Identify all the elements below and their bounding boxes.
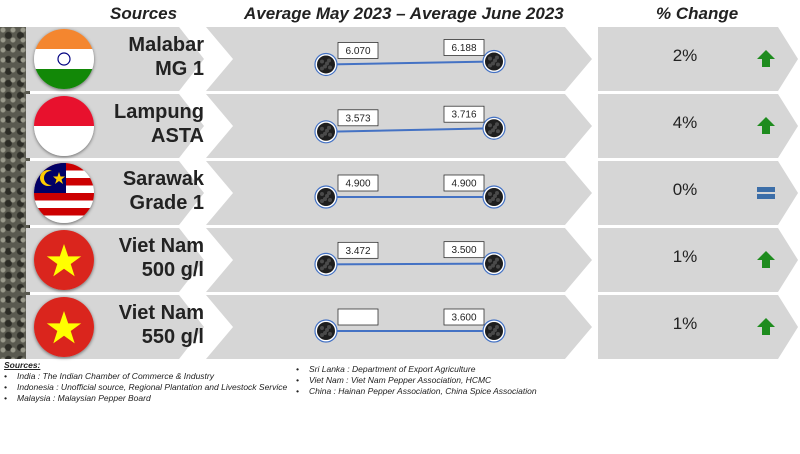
percent-change: 0% xyxy=(672,180,698,199)
arrow-up-icon xyxy=(756,116,776,136)
data-label: 3.600 xyxy=(443,308,485,326)
arrow-up-icon xyxy=(756,250,776,270)
price-row: Viet Nam 550 g/l 3.600 1% xyxy=(0,295,800,359)
series-line xyxy=(325,60,495,66)
percent-change: 1% xyxy=(672,314,698,333)
arrow-up-icon xyxy=(756,49,776,69)
price-row: Lampung ASTA 3.573 3.716 4% xyxy=(0,94,800,158)
period-header: Average May 2023 – Average June 2023 xyxy=(244,4,564,23)
svg-text:4.900: 4.900 xyxy=(345,179,370,190)
arrow-up-icon xyxy=(756,317,776,337)
vietnam-flag-icon xyxy=(34,230,94,290)
data-label: 6.070 xyxy=(337,42,379,59)
india-flag-icon xyxy=(34,29,94,89)
sources-title: Sources: xyxy=(4,360,41,370)
data-point xyxy=(314,185,338,209)
data-label: 6.188 xyxy=(443,39,485,56)
source-item: Indonesia : Unofficial source, Regional … xyxy=(4,382,287,393)
mid-panel xyxy=(206,94,592,158)
sources-list-right: Sri Lanka : Department of Export Agricul… xyxy=(296,364,537,397)
origin-label-line: Viet Nam xyxy=(118,302,204,324)
svg-text:6.188: 6.188 xyxy=(451,43,476,54)
origin-label-line: Grade 1 xyxy=(129,192,204,214)
data-label: 4.900 xyxy=(443,174,485,192)
data-label: 3.472 xyxy=(337,241,379,259)
origin-label-line: ASTA xyxy=(151,125,204,147)
mid-panel xyxy=(206,161,592,225)
price-line-chart: 3.472 3.500 xyxy=(314,241,506,276)
origin-label: Lampung ASTA xyxy=(100,100,204,148)
mid-panel xyxy=(206,295,592,359)
origin-label: Sarawak Grade 1 xyxy=(100,167,204,215)
data-point xyxy=(314,252,338,276)
origin-label: Viet Nam 550 g/l xyxy=(100,301,204,349)
data-label: 3.716 xyxy=(443,105,485,123)
origin-label-line: 500 g/l xyxy=(141,259,204,281)
source-item: Sri Lanka : Department of Export Agricul… xyxy=(296,364,537,375)
price-row: Viet Nam 500 g/l 3.472 3.500 1% xyxy=(0,228,800,292)
vietnam-flag-icon xyxy=(34,297,94,357)
price-line-chart: 4.900 4.900 xyxy=(314,174,506,209)
origin-label-line: Lampung xyxy=(114,101,204,123)
origin-label-line: MG 1 xyxy=(155,58,204,80)
svg-text:6.070: 6.070 xyxy=(345,46,370,57)
price-row: Malabar MG 1 6.070 6.188 2% xyxy=(0,27,800,91)
source-item: Viet Nam : Viet Nam Pepper Association, … xyxy=(296,375,537,386)
peppercorn-background-image xyxy=(0,27,30,359)
sources-footnote: Sources: India : The Indian Chamber of C… xyxy=(4,360,796,403)
svg-text:3.472: 3.472 xyxy=(345,246,370,257)
series-line xyxy=(325,127,495,133)
data-point xyxy=(482,49,506,74)
data-point xyxy=(314,120,338,144)
data-point xyxy=(482,319,506,343)
percent-change: 4% xyxy=(672,113,698,132)
price-line-chart: 6.070 6.188 xyxy=(314,39,506,77)
data-label: 3.500 xyxy=(443,241,485,259)
malaysia-flag-icon xyxy=(34,163,94,223)
source-item: Malaysia : Malaysian Pepper Board xyxy=(4,393,287,404)
svg-text:3.716: 3.716 xyxy=(451,110,476,121)
data-point xyxy=(314,52,338,77)
sources-header: Sources xyxy=(110,4,178,23)
data-label: 3.573 xyxy=(337,109,379,127)
sources-list-left: India : The Indian Chamber of Commerce &… xyxy=(4,371,287,404)
origin-label: Viet Nam 500 g/l xyxy=(100,234,204,282)
percent-change: 1% xyxy=(672,247,698,266)
price-line-chart: 3.600 xyxy=(314,308,506,343)
indonesia-flag-icon xyxy=(34,96,94,156)
equal-icon xyxy=(756,183,776,203)
series-line xyxy=(325,262,495,266)
origin-label-line: Malabar xyxy=(128,34,204,56)
data-point xyxy=(482,185,506,209)
source-item: India : The Indian Chamber of Commerce &… xyxy=(4,371,287,382)
percent-change: 2% xyxy=(672,46,698,65)
data-point xyxy=(482,116,506,140)
origin-label-line: Viet Nam xyxy=(118,235,204,257)
svg-text:4.900: 4.900 xyxy=(451,179,476,190)
price-line-chart: 3.573 3.716 xyxy=(314,105,506,144)
data-label xyxy=(337,308,379,326)
origin-label: Malabar MG 1 xyxy=(100,33,204,81)
price-row: Sarawak Grade 1 4.900 4.900 0% xyxy=(0,161,800,225)
mid-panel xyxy=(206,228,592,292)
data-point xyxy=(314,319,338,343)
origin-label-line: 550 g/l xyxy=(141,326,204,348)
svg-text:3.500: 3.500 xyxy=(451,245,476,256)
chg-panel xyxy=(598,161,798,225)
origin-label-line: Sarawak xyxy=(122,168,204,190)
source-item: China : Hainan Pepper Association, China… xyxy=(296,386,537,397)
mid-panel xyxy=(206,27,592,91)
data-label: 4.900 xyxy=(337,174,379,192)
svg-text:3.573: 3.573 xyxy=(345,113,370,124)
change-header: % Change xyxy=(656,4,739,23)
svg-text:3.600: 3.600 xyxy=(451,313,476,324)
data-point xyxy=(482,252,506,276)
